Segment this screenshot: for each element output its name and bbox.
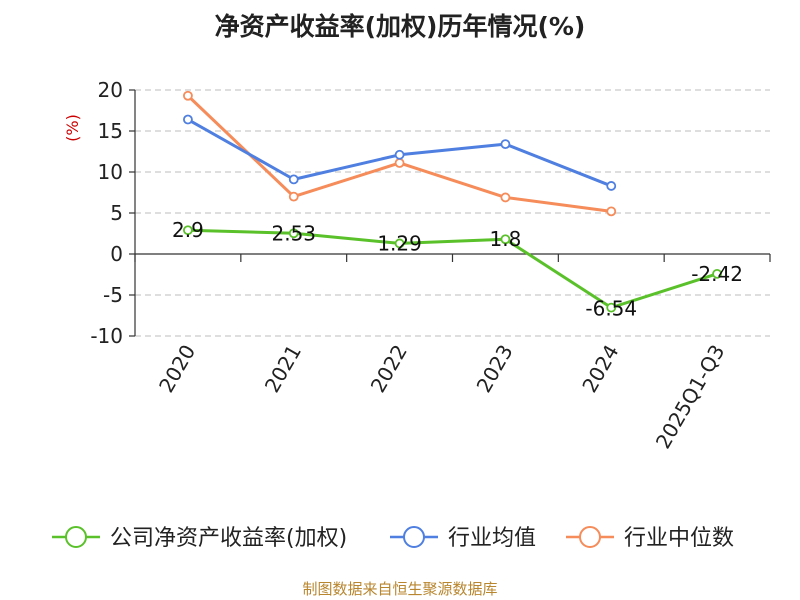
data-point [288,174,299,185]
legend-label: 行业均值 [448,526,536,551]
x-tick-label: 2021 [260,341,306,397]
x-tick-label: 2020 [154,341,200,397]
data-point [500,192,511,203]
gridlines [135,89,770,337]
data-point [183,114,193,125]
y-tick-label: 15 [98,119,123,143]
legend-label: 公司净资产收益率(加权) [110,526,347,551]
data-point [288,228,299,239]
data-point [288,191,299,202]
data-point [606,206,617,217]
data-label: -2.42 [691,262,743,286]
chart-title: 净资产收益率(加权)历年情况(%) [215,12,586,41]
data-labels: 2.9 2.53 1.29 1.8 -6.54 -2.42 [172,218,743,320]
legend-marker-swatch [65,526,87,548]
series-lines [183,90,722,313]
data-point [606,181,617,191]
data-label: 2.53 [271,221,316,245]
x-tick-label: 2022 [366,341,412,397]
y-tick-label: 5 [110,201,123,225]
y-axis-unit-label: (%) [63,114,82,142]
data-label: 2.9 [172,218,204,242]
x-tick-label: 2025Q1-Q3 [651,341,730,453]
data-point [394,149,405,160]
data-point [712,268,722,279]
legend-label: 行业中位数 [624,526,734,551]
y-tick-label: 10 [98,160,123,184]
y-tick-label: 20 [98,78,123,102]
data-point [183,225,193,236]
data-label: 1.8 [490,227,522,251]
legend-item[interactable]: 公司净资产收益率(加权) [52,526,347,551]
data-point [394,238,405,249]
x-tick-label: 2024 [577,341,623,397]
legend-marker-swatch [579,526,601,548]
legend[interactable]: 公司净资产收益率(加权) 行业均值 行业中位数 [52,526,734,551]
series-line [187,228,718,310]
data-label: 1.29 [377,231,422,255]
legend-marker-swatch [403,526,425,548]
legend-item[interactable]: 行业中位数 [566,526,734,551]
data-point [606,302,617,313]
data-point [183,90,193,101]
y-tick-label: 0 [110,242,123,266]
axes: 20 15 10 5 0 -5 -10 2020 2021 2022 2023 2024 2025Q1-… [90,78,771,453]
y-tick-label: -10 [90,324,123,348]
y-tick-label: -5 [103,283,123,307]
data-point [500,234,511,245]
x-tick-label: 2023 [472,341,518,397]
legend-item[interactable]: 行业均值 [390,526,536,551]
data-point [500,139,511,150]
data-point [394,158,405,168]
source-note: 制图数据来自恒生聚源数据库 [302,580,497,598]
data-label: -6.54 [585,297,637,321]
